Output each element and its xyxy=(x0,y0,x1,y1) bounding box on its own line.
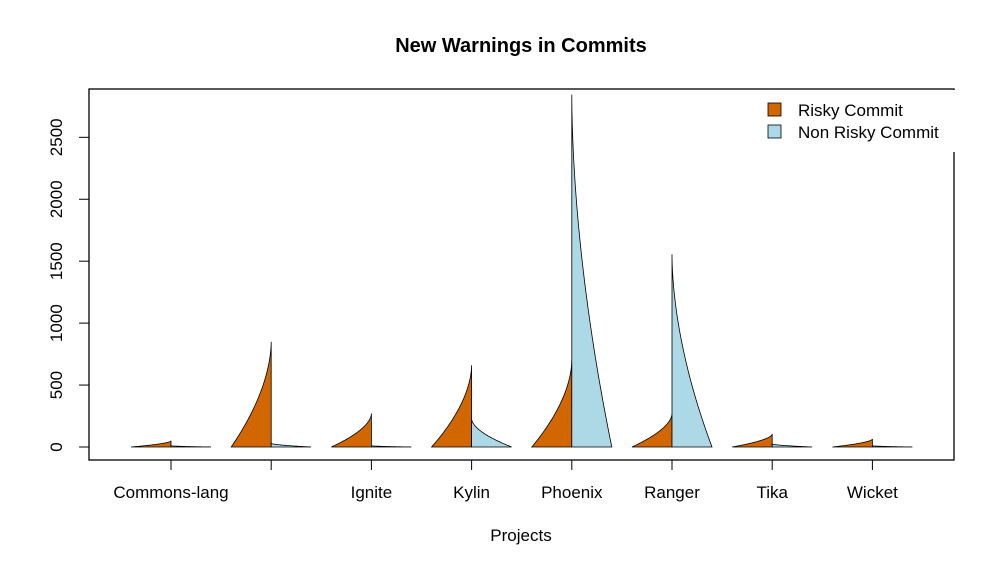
x-axis: Commons-lang Ignite Kylin Phoenix Ranger Tika… xyxy=(113,460,898,502)
non-risky-violin xyxy=(671,254,713,448)
x-tick-label: Kylin xyxy=(453,483,490,502)
x-tick-label: Commons-lang xyxy=(113,483,228,502)
risky-violin xyxy=(331,413,372,448)
y-tick-label: 0 xyxy=(47,442,66,451)
y-tick-label: 1500 xyxy=(47,242,66,280)
y-tick-label: 500 xyxy=(47,371,66,399)
non-risky-violin xyxy=(771,442,813,448)
legend-entry: Non Risky Commit xyxy=(798,123,939,142)
x-tick-label: Wicket xyxy=(847,483,898,502)
legend-swatch xyxy=(767,102,782,117)
legend: Risky Commit Non Risky Commit xyxy=(756,90,956,152)
y-axis: 0 500 1000 1500 2000 2500 xyxy=(47,118,90,452)
x-tick-label: Phoenix xyxy=(541,483,603,502)
risky-violin xyxy=(130,440,172,448)
x-tick-label: Ranger xyxy=(644,483,700,502)
non-risky-violin xyxy=(571,94,613,448)
risky-violin xyxy=(230,341,272,448)
risky-violin xyxy=(631,413,673,448)
x-tick-label: Tika xyxy=(756,483,788,502)
legend-background xyxy=(756,90,956,152)
non-risky-violin xyxy=(471,418,512,448)
non-risky-violin xyxy=(371,445,412,448)
chart-title: New Warnings in Commits xyxy=(395,35,647,57)
non-risky-violin xyxy=(270,441,312,448)
y-tick-label: 2000 xyxy=(47,180,66,218)
risky-violin xyxy=(430,365,472,448)
non-risky-violin xyxy=(872,445,913,448)
legend-swatch xyxy=(767,124,782,139)
x-tick-label: Ignite xyxy=(351,483,393,502)
x-axis-label: Projects xyxy=(490,526,551,545)
non-risky-violin xyxy=(170,445,212,448)
violins-layer xyxy=(130,94,913,448)
y-tick-label: 2500 xyxy=(47,118,66,156)
risky-violin xyxy=(832,438,873,448)
risky-violin xyxy=(530,360,573,448)
legend-entry: Risky Commit xyxy=(798,101,903,120)
risky-violin xyxy=(732,433,773,448)
y-tick-label: 1000 xyxy=(47,304,66,342)
